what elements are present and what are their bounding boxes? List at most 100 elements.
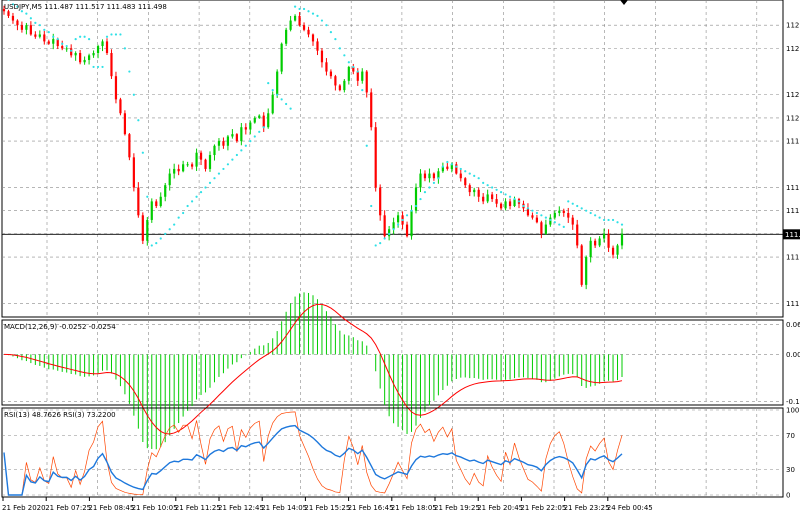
candle-body: [585, 257, 588, 285]
candle-body: [365, 71, 368, 93]
sar-dot: [567, 200, 570, 203]
candle-body: [34, 34, 37, 37]
sar-dot: [352, 65, 355, 69]
candle-body: [611, 247, 615, 255]
candle-body: [513, 199, 516, 207]
sar-dot: [441, 165, 444, 168]
time-tick-label: 21 Feb 19:25: [434, 504, 480, 512]
candle-body: [2, 8, 6, 12]
candle-body: [320, 50, 324, 63]
sar-dot: [307, 10, 310, 13]
candle-body: [473, 189, 476, 193]
candle-body: [155, 201, 158, 207]
sar-dot: [267, 82, 270, 85]
time-tick-label: 21 Feb 12:45: [218, 504, 264, 512]
candle-body: [226, 136, 230, 146]
sar-dot: [34, 21, 37, 24]
candle-body: [379, 187, 382, 216]
sar-dot: [213, 177, 216, 180]
sar-dot: [446, 160, 449, 164]
sar-dot: [455, 165, 458, 168]
candle-body: [141, 215, 144, 241]
candle-body: [70, 48, 73, 56]
candle-body: [199, 152, 203, 160]
candle-body: [620, 233, 624, 246]
sar-dot: [16, 5, 19, 8]
sar-dot: [531, 209, 534, 212]
candle-body: [589, 240, 592, 258]
sar-dot: [141, 151, 144, 154]
current-price-label: 111.5: [785, 231, 800, 239]
candle-body: [190, 164, 194, 167]
candle-body: [383, 215, 386, 237]
sar-dot: [558, 223, 561, 226]
sar-dot: [482, 181, 485, 184]
sar-dot: [168, 228, 171, 231]
candle-body: [258, 115, 261, 118]
candle-body: [92, 53, 95, 56]
sar-dot: [276, 93, 279, 96]
sar-dot: [356, 70, 359, 73]
sar-dot: [347, 61, 350, 64]
rsi-tick-label: 100: [786, 407, 799, 415]
time-tick-label: 21 Feb 10:05: [132, 504, 178, 512]
candle-body: [495, 199, 498, 204]
sar-dot: [311, 12, 315, 15]
candle-body: [38, 34, 41, 37]
candle-body: [526, 208, 530, 216]
sar-dot: [186, 204, 189, 208]
sar-dot: [468, 172, 471, 175]
candle-body: [289, 20, 292, 30]
time-tick-label: 21 Feb 11:25: [175, 504, 221, 512]
candle-body: [186, 164, 189, 166]
sar-dot: [70, 49, 73, 52]
sar-dot: [522, 204, 525, 208]
candle-body: [347, 66, 350, 81]
candle-body: [329, 71, 333, 77]
candle-body: [316, 41, 319, 51]
sar-dot: [231, 158, 234, 161]
candle-body: [450, 164, 453, 169]
macd-panel-title: MACD(12,26,9) -0.0252 -0.0254: [4, 323, 116, 331]
candle-body: [580, 245, 583, 285]
macd-panel[interactable]: 0.065 0.00 -0.102: [1, 292, 800, 450]
sar-dot: [370, 204, 373, 208]
price-panel[interactable]: 112.4 112.3 112.1 112.0 111.9 111.7 111.6 111.5…: [1, 0, 800, 318]
candle-body: [87, 55, 91, 60]
time-tick-label: 21 Feb 23:25: [564, 504, 610, 512]
sar-dot: [177, 216, 180, 219]
sar-dot: [365, 144, 368, 147]
sar-dot: [25, 12, 28, 15]
sar-dot: [137, 119, 140, 122]
price-tick-label: 111.2: [786, 300, 800, 308]
candle-body: [432, 173, 436, 179]
candle-body: [231, 134, 234, 137]
sar-dot: [253, 135, 256, 138]
rsi-tick-label: 30: [786, 466, 795, 474]
sar-dot: [343, 54, 346, 57]
macd-tick-label: 0.00: [786, 351, 800, 359]
candle-body: [208, 155, 212, 169]
candle-body: [482, 196, 485, 202]
sar-dot: [504, 193, 507, 196]
shift-marker-icon[interactable]: [620, 0, 628, 5]
rsi-panel[interactable]: 100 70 30 0: [1, 407, 799, 500]
sar-dot: [164, 232, 167, 235]
price-tick-label: 111.7: [786, 184, 800, 192]
sar-dot: [235, 153, 238, 157]
sar-dot: [491, 186, 494, 189]
sar-dot: [419, 197, 422, 201]
candle-body: [410, 210, 413, 237]
candle-body: [128, 134, 131, 158]
candle-body: [334, 76, 337, 86]
candle-body: [249, 122, 252, 130]
sar-dot: [388, 232, 391, 235]
price-tick-label: 111.6: [786, 207, 800, 215]
sar-dot: [190, 200, 194, 203]
candle-body: [311, 34, 315, 42]
sar-dot: [526, 207, 530, 210]
price-panel-title: USDJPY,M5 111.487 111.517 111.483 111.49…: [4, 3, 167, 11]
candle-body: [544, 224, 547, 234]
